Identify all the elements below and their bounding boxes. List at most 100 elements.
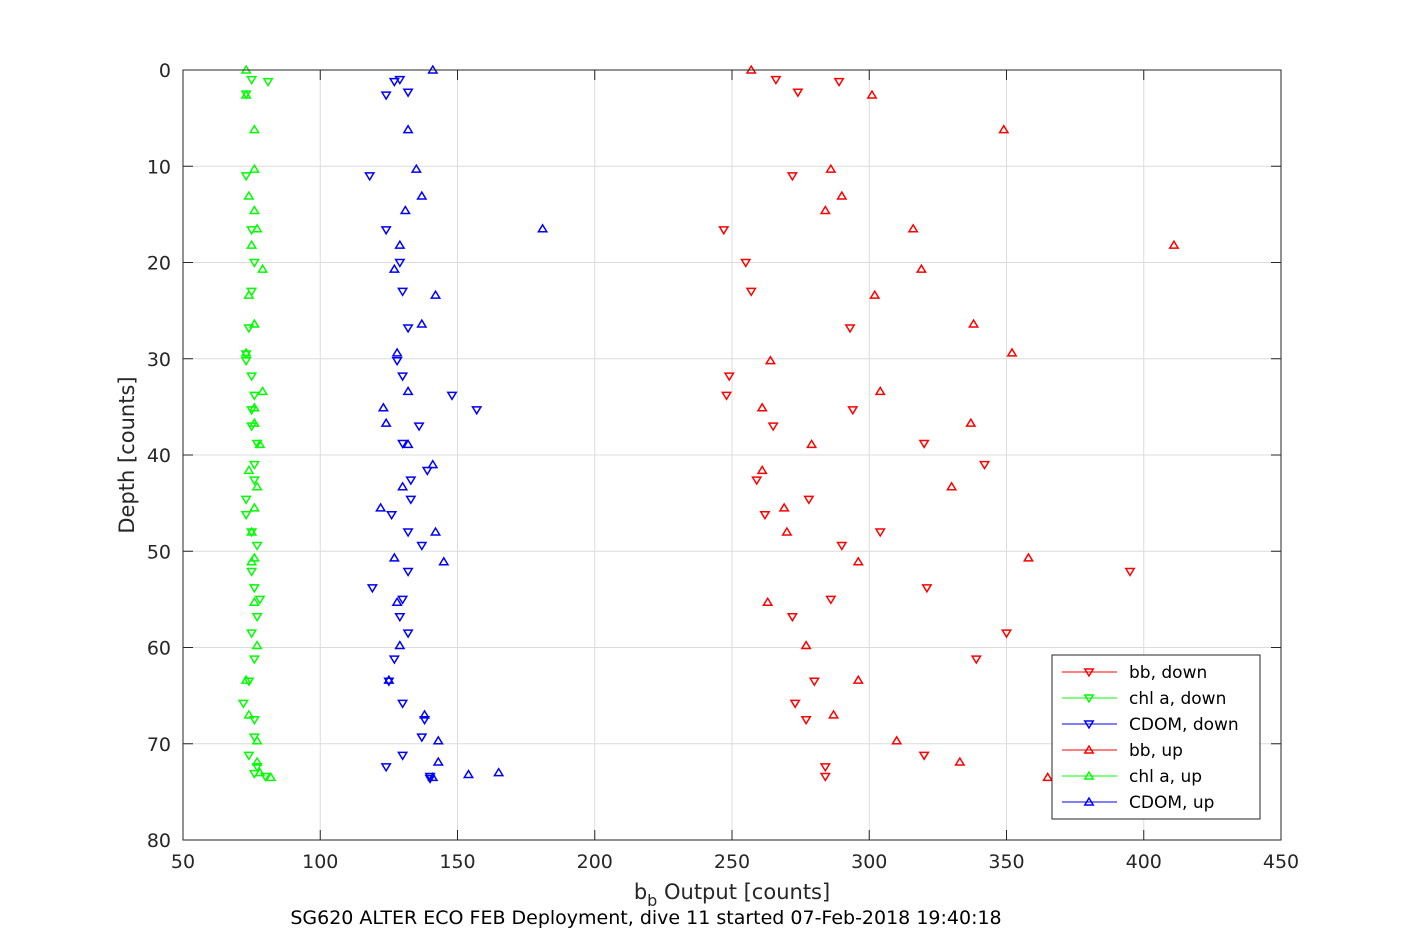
data-point [248, 460, 260, 471]
data-point [419, 709, 431, 719]
legend-label: bb, up [1129, 741, 1183, 761]
data-point [383, 677, 395, 687]
data-point [907, 223, 919, 233]
data-point [243, 464, 255, 475]
data-point [424, 774, 436, 784]
legend-marker [1083, 668, 1095, 678]
data-point [391, 347, 403, 357]
data-point [251, 439, 263, 449]
data-point [891, 735, 903, 745]
data-point [416, 318, 428, 328]
data-point [248, 584, 260, 594]
data-point [745, 287, 757, 297]
legend-label: chl a, down [1129, 689, 1226, 709]
data-point [257, 263, 269, 273]
data-point [806, 438, 818, 449]
data-point [770, 75, 782, 86]
data-point [265, 772, 277, 782]
data-point [921, 584, 933, 594]
data-point [237, 699, 249, 709]
data-point [869, 289, 881, 299]
legend-label: CDOM, up [1129, 793, 1214, 813]
legend-label: chl a, up [1129, 767, 1202, 787]
data-point [246, 567, 258, 577]
data-point [240, 510, 252, 521]
data-point [819, 205, 831, 215]
data-point [781, 526, 793, 536]
data-point [397, 481, 409, 491]
x-tick-label: 250 [714, 851, 750, 873]
data-point [866, 89, 878, 99]
data-point [402, 88, 414, 98]
data-point [248, 163, 260, 173]
data-point [251, 756, 263, 766]
data-point [427, 64, 439, 74]
data-point [767, 422, 779, 432]
data-point [764, 355, 776, 365]
legend-marker [1083, 694, 1095, 704]
x-tick-label: 200 [577, 851, 613, 873]
data-point [246, 75, 258, 86]
data-point [240, 350, 252, 360]
data-point [819, 772, 831, 782]
data-point [388, 77, 400, 87]
series-2 [364, 75, 483, 784]
data-point [833, 77, 845, 87]
data-point [251, 481, 263, 491]
data-point [965, 417, 977, 427]
data-point [430, 526, 442, 536]
data-point [405, 476, 417, 486]
data-point [402, 629, 414, 639]
data-point [248, 124, 260, 134]
data-point [416, 541, 428, 551]
y-tick-label: 80 [147, 830, 171, 852]
data-point [836, 541, 848, 551]
data-point [254, 767, 266, 777]
data-point [380, 763, 392, 773]
data-point [251, 541, 263, 551]
data-point [240, 89, 252, 99]
data-point [240, 347, 252, 357]
data-point [251, 640, 263, 650]
x-tick-label: 400 [1126, 851, 1162, 873]
data-point [762, 596, 774, 606]
data-point [1042, 772, 1054, 782]
data-point [828, 709, 840, 719]
data-point [257, 386, 269, 396]
x-tick-label: 350 [988, 851, 1024, 873]
x-tick-label: 50 [171, 851, 195, 873]
legend-marker [1083, 796, 1095, 806]
data-point [248, 205, 260, 215]
data-point [243, 190, 255, 200]
data-point [397, 699, 409, 709]
x-axis-title-subscript: b [647, 891, 657, 910]
data-point [251, 223, 263, 233]
data-point [248, 318, 260, 328]
data-point [718, 226, 730, 236]
data-point [388, 263, 400, 273]
data-point [262, 77, 274, 87]
data-point [248, 402, 260, 412]
data-point [874, 386, 886, 396]
data-point [421, 466, 433, 476]
data-point [800, 640, 812, 650]
data-point [388, 552, 400, 562]
data-point [1168, 239, 1180, 249]
data-point [388, 655, 400, 665]
data-point [243, 677, 255, 687]
data-point [402, 528, 414, 538]
data-point [243, 709, 255, 719]
data-point [248, 502, 260, 512]
data-point [240, 356, 252, 367]
data-point [427, 772, 439, 782]
data-point [1022, 552, 1034, 562]
data-point [394, 75, 406, 86]
data-point [800, 715, 812, 726]
data-point [397, 287, 409, 297]
legend-label: bb, down [1129, 663, 1207, 683]
data-point [246, 239, 258, 249]
data-point [825, 163, 837, 173]
data-point [246, 526, 258, 536]
data-point [786, 613, 798, 623]
